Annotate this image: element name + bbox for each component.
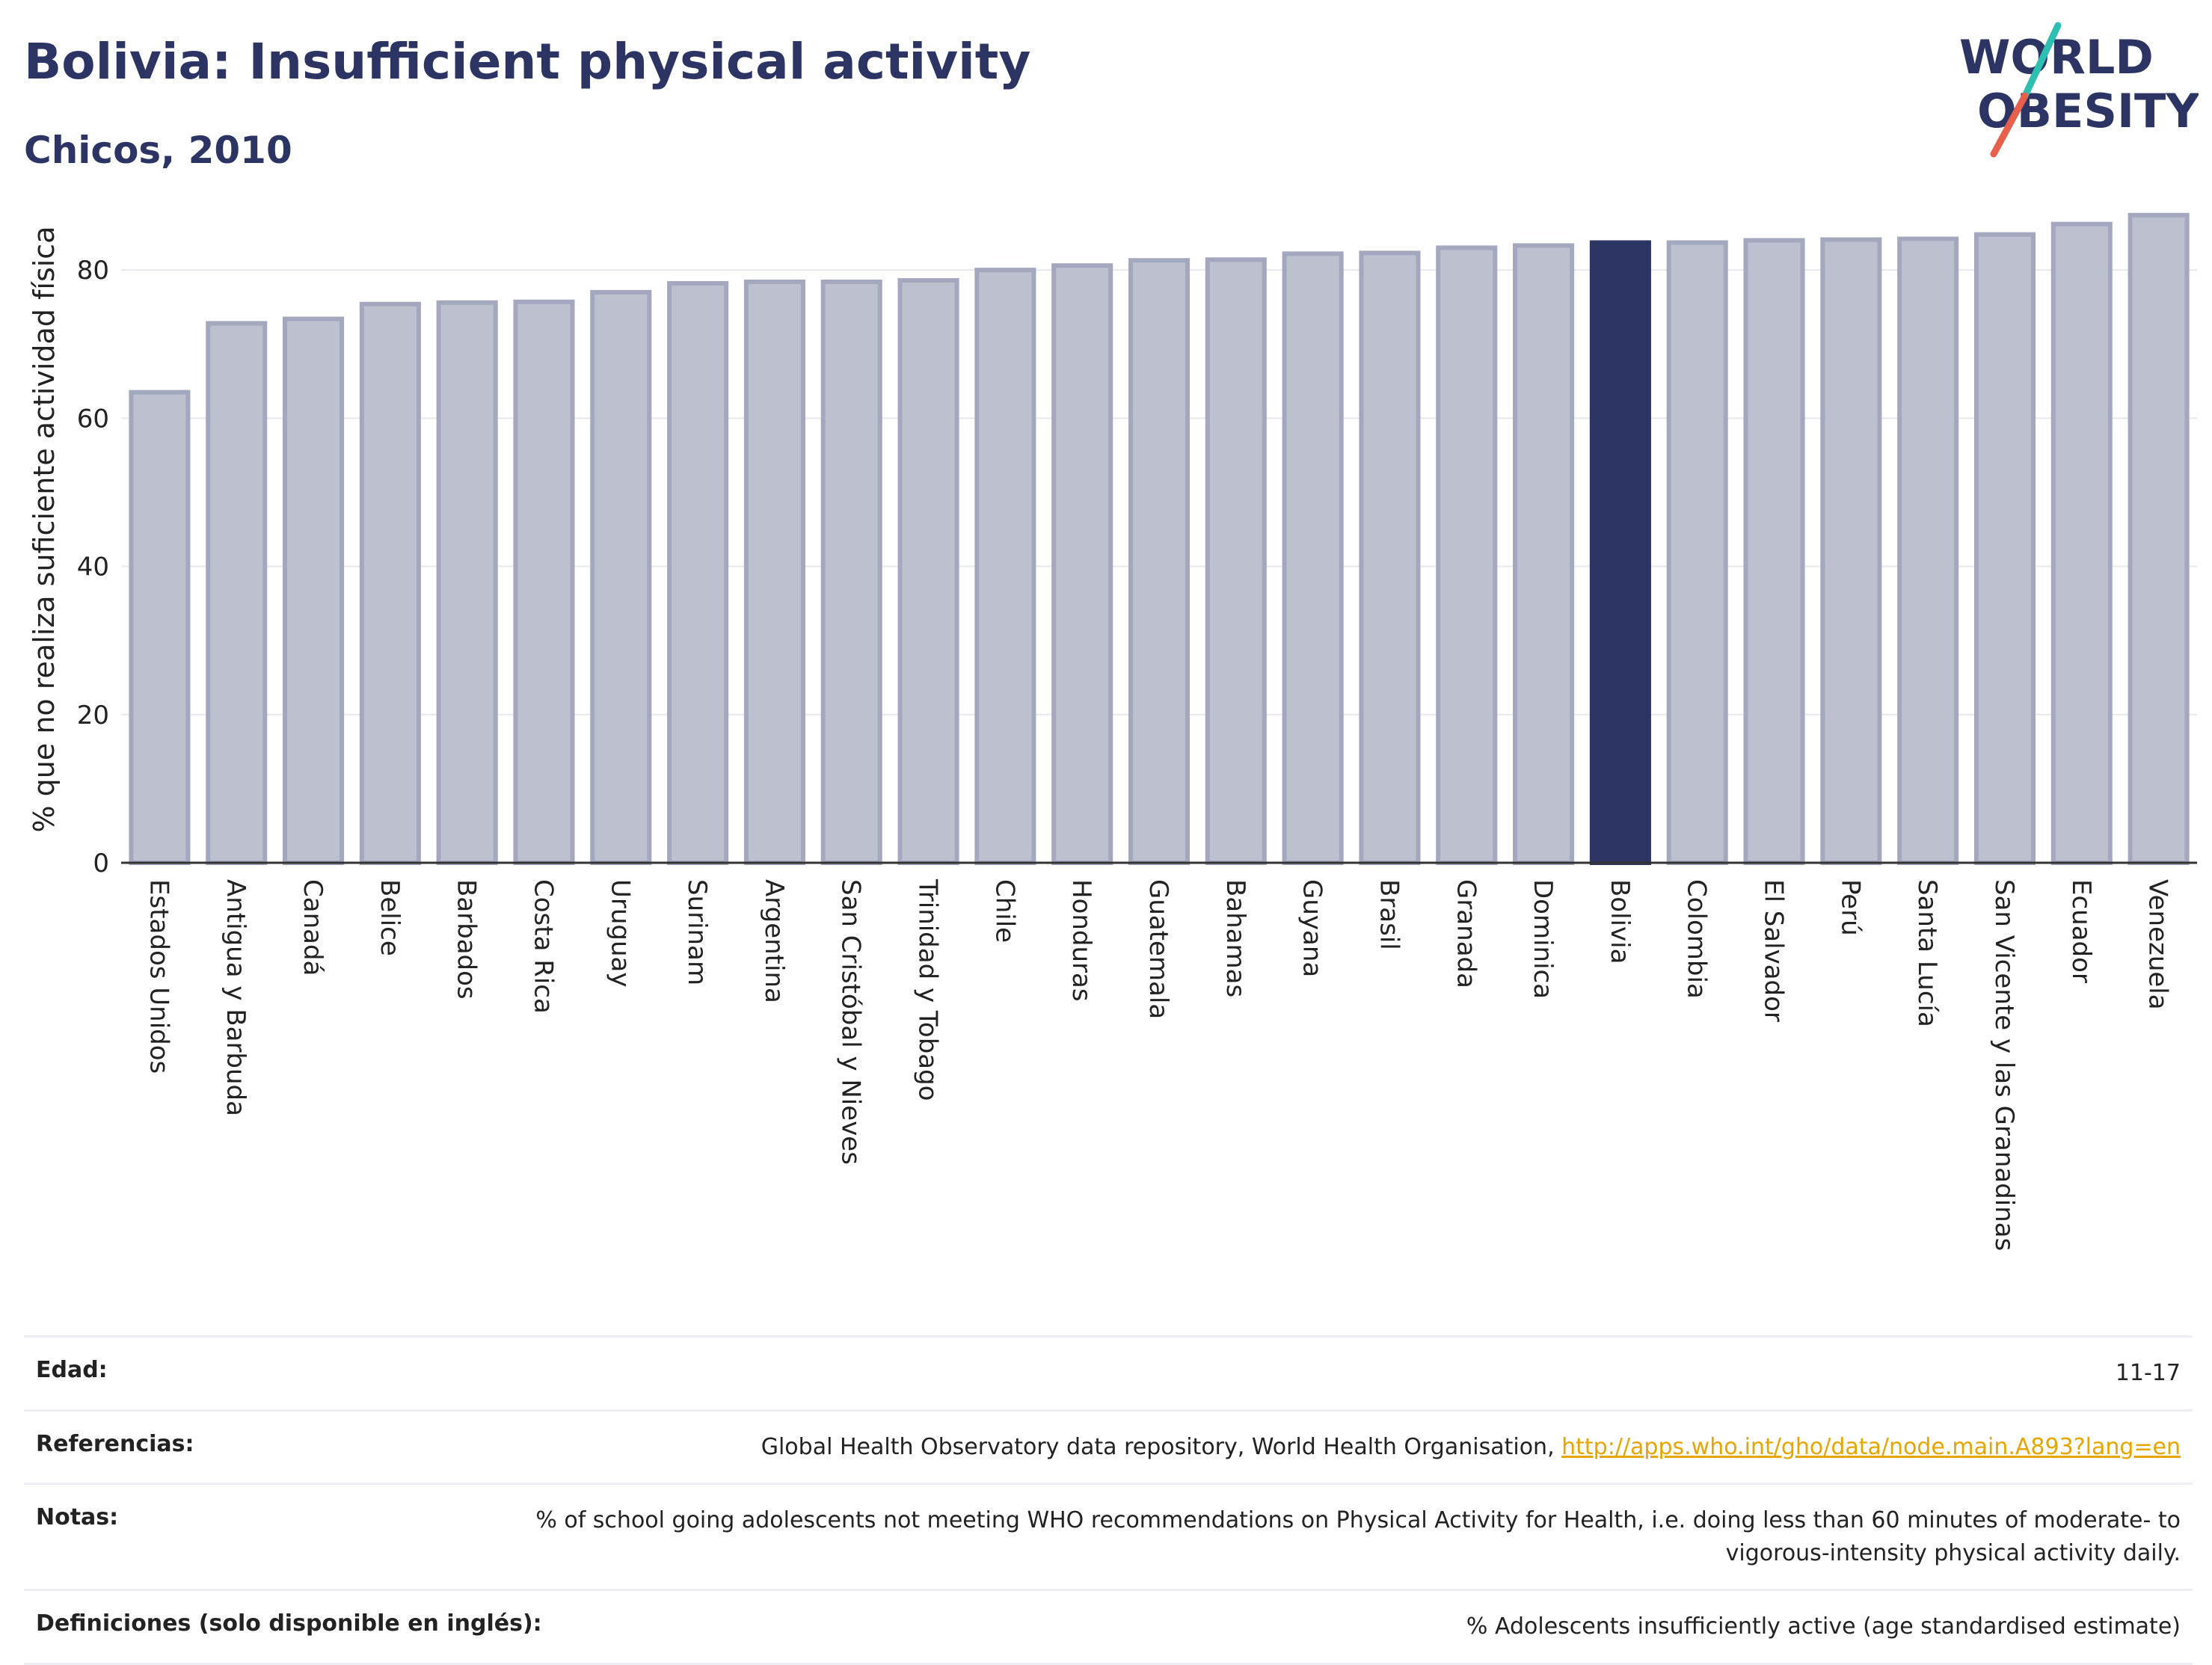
y-tick-label: 0 <box>93 849 109 878</box>
logo-text-obesity: OBESITY <box>1977 84 2199 138</box>
bar <box>513 299 575 865</box>
bar <box>2050 221 2113 865</box>
meta-value: Global Health Observatory data repositor… <box>761 1433 1562 1460</box>
x-tick-label: Barbados <box>452 879 482 1000</box>
x-tick-label: Costa Rica <box>528 879 558 1014</box>
meta-row-edad: Edad: 11-17 <box>24 1335 2193 1409</box>
bar <box>1973 232 2036 865</box>
bar <box>1051 263 1113 866</box>
x-tick-label: Trinidad y Tobago <box>913 878 943 1101</box>
x-tick-label: Antigua y Barbuda <box>221 879 251 1116</box>
world-obesity-logo: WORLD OBESITY <box>1959 22 2199 158</box>
meta-row-definiciones: Definiciones (solo disponible en inglés)… <box>24 1589 2193 1665</box>
x-tick-label: Belice <box>375 879 405 956</box>
bar <box>1743 238 1805 865</box>
meta-row-notas: Notas: % of school going adolescents not… <box>24 1483 2193 1589</box>
bar <box>2127 212 2190 866</box>
x-tick-label: Santa Lucía <box>1912 879 1942 1027</box>
bar <box>282 316 345 866</box>
reference-link[interactable]: http://apps.who.int/gho/data/node.main.A… <box>1561 1433 2181 1460</box>
bar <box>1666 240 1728 865</box>
x-tick-label: Surinam <box>682 879 712 985</box>
page-title: Bolivia: Insufficient physical activity <box>24 33 1031 90</box>
x-tick-label: Brasil <box>1374 879 1404 950</box>
x-tick-label: El Salvador <box>1759 879 1789 1022</box>
logo-slash-teal <box>2021 22 2062 99</box>
x-tick-label: Colombia <box>1682 879 1712 999</box>
x-tick-label: Honduras <box>1066 879 1096 1002</box>
logo-text-world: WORLD <box>1959 30 2154 84</box>
metadata-table: Edad: 11-17 Referencias: Global Health O… <box>24 1335 2193 1665</box>
bar <box>1589 240 1651 865</box>
meta-label: Definiciones (solo disponible en inglés)… <box>36 1610 542 1637</box>
x-tick-label: Dominica <box>1528 879 1558 999</box>
bar <box>1205 257 1267 866</box>
y-tick-label: 40 <box>77 553 109 582</box>
bar <box>667 280 729 865</box>
meta-value: 11-17 <box>2115 1360 2181 1386</box>
meta-value: % Adolescents insufficiently active (age… <box>1466 1613 2181 1640</box>
meta-label: Notas: <box>36 1504 119 1530</box>
meta-row-referencias: Referencias: Global Health Observatory d… <box>24 1409 2193 1483</box>
x-tick-label: Argentina <box>759 879 789 1003</box>
bar <box>1820 237 1882 865</box>
x-tick-label: Estados Unidos <box>144 879 173 1074</box>
y-tick-label: 80 <box>77 256 109 286</box>
bar <box>974 268 1036 866</box>
bar <box>359 301 421 866</box>
x-tick-label: Ecuador <box>2066 879 2096 983</box>
meta-label: Edad: <box>36 1357 108 1383</box>
x-tick-label: Venezuela <box>2143 879 2173 1010</box>
x-tick-label: San Cristóbal y Nieves <box>836 879 866 1165</box>
bar <box>590 289 652 866</box>
meta-label: Referencias: <box>36 1430 194 1457</box>
page-subtitle: Chicos, 2010 <box>24 129 292 172</box>
meta-value: % of school going adolescents not meetin… <box>535 1507 2181 1566</box>
bar <box>1513 243 1575 866</box>
bar <box>129 390 191 865</box>
bar-chart: 0 20 40 60 80 Estados Unidos Antigua y Barbuda… <box>28 212 2197 1251</box>
y-tick-label: 60 <box>77 404 109 434</box>
x-tick-label: Chile <box>989 879 1019 943</box>
x-tick-label: Granada <box>1451 879 1481 988</box>
bar <box>1128 258 1191 865</box>
meta-value-group: Global Health Observatory data repositor… <box>761 1431 2181 1464</box>
bar <box>206 321 268 865</box>
x-tick-label: Bahamas <box>1220 879 1250 997</box>
x-tick-label: San Vicente y las Granadinas <box>1989 879 2019 1251</box>
x-tick-label: Guatemala <box>1143 879 1173 1019</box>
x-tick-label: Perú <box>1835 879 1865 936</box>
bar <box>1282 251 1344 866</box>
y-axis-label: % que no realiza suficiente actividad fí… <box>28 227 61 833</box>
bar <box>820 279 882 866</box>
bar <box>436 300 498 866</box>
bar <box>1359 250 1421 865</box>
x-tick-label: Guyana <box>1297 879 1327 977</box>
logo-slash-red <box>1990 92 2029 158</box>
bar <box>743 279 805 866</box>
x-tick-label: Canadá <box>298 879 328 976</box>
y-tick-label: 20 <box>77 701 109 730</box>
bar <box>1436 245 1498 865</box>
bar <box>897 277 959 865</box>
x-tick-label: Bolivia <box>1605 879 1635 964</box>
bar <box>1897 236 1959 866</box>
x-tick-label: Uruguay <box>605 879 635 988</box>
